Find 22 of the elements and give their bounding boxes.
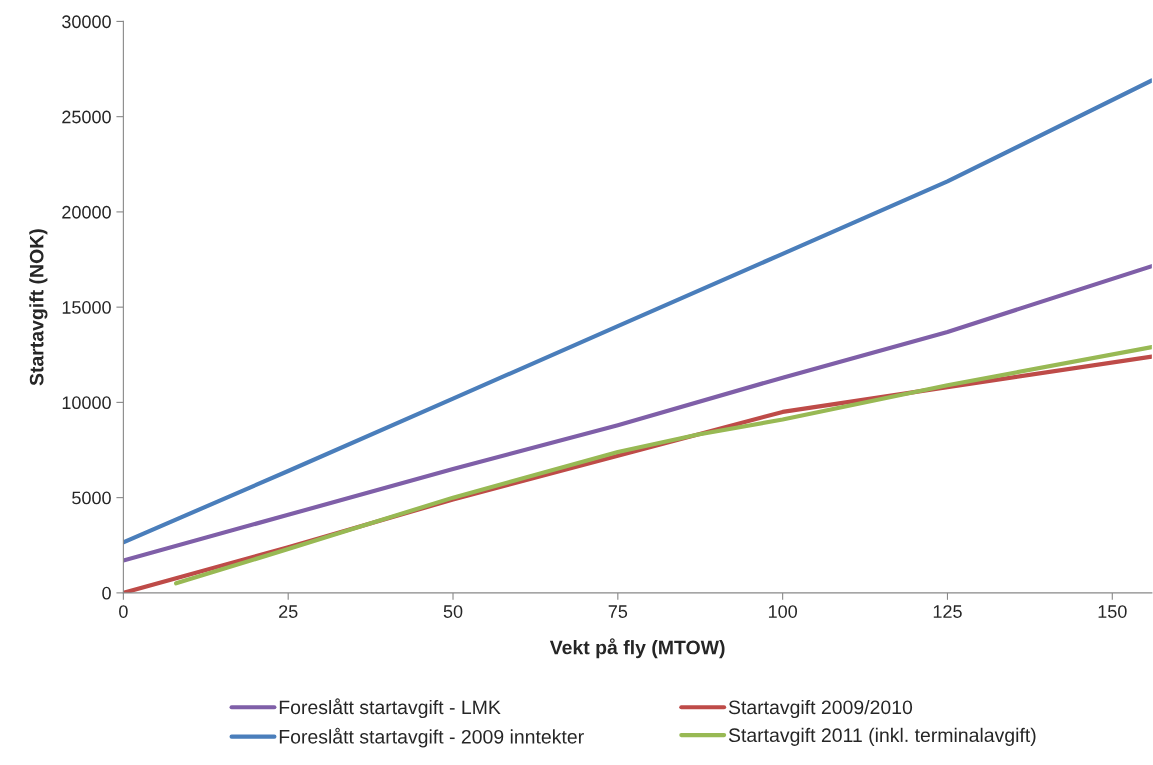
y-tick-label: 0 (102, 586, 111, 600)
legend-label: Startavgift 2011 (inkl. terminalavgift) (728, 727, 1036, 746)
legend-label: Foreslått startavgift - 2009 inntekter (279, 727, 584, 748)
line-series (123, 78, 1152, 545)
x-tick-label: 150 (1098, 605, 1127, 618)
y-tick-label: 25000 (62, 110, 111, 124)
y-tick-label: 5000 (72, 491, 111, 505)
x-axis-title: Vekt på fly (MTOW) (549, 638, 725, 659)
x-tick-label: 25 (279, 605, 298, 618)
y-tick-label: 30000 (62, 15, 111, 29)
y-axis-title: Startavgift (NOK) (29, 229, 48, 386)
x-tick-label: 0 (119, 605, 128, 618)
y-tick-label: 20000 (62, 205, 111, 219)
line-series (123, 264, 1152, 563)
legend-label: Foreslått startavgift - LMK (279, 698, 501, 719)
legend-label: Startavgift 2009/2010 (728, 699, 913, 719)
x-tick-label: 100 (768, 605, 798, 618)
x-tick-label: 75 (608, 605, 628, 618)
x-tick-label: 50 (443, 605, 463, 618)
y-tick-label: 15000 (62, 301, 111, 314)
y-tick-label: 10000 (62, 396, 111, 410)
x-tick-label: 125 (933, 605, 962, 618)
